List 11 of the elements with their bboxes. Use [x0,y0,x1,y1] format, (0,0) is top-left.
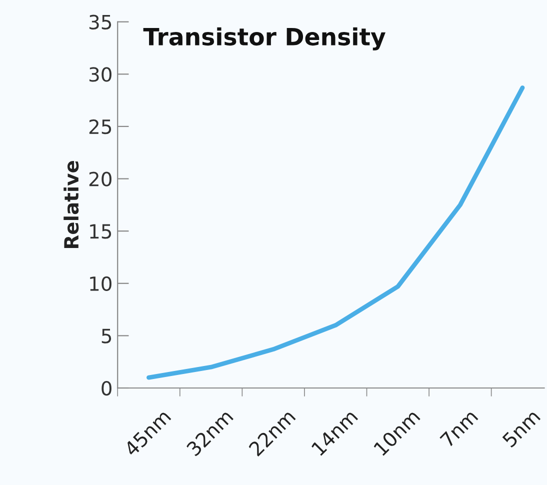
chart-title: Transistor Density [143,27,386,50]
y-tick-label: 20 [89,172,112,186]
y-axis-title: Relative [64,160,79,248]
y-tick-label: 35 [89,14,112,30]
y-tick-label: 25 [89,119,112,134]
y-tick-label: 15 [90,224,112,239]
y-tick-label: 0 [102,380,112,396]
y-tick-label: 5 [102,328,112,344]
y-tick-label: 10 [90,276,112,292]
line-series [146,86,525,380]
y-tick-label: 30 [89,67,112,82]
